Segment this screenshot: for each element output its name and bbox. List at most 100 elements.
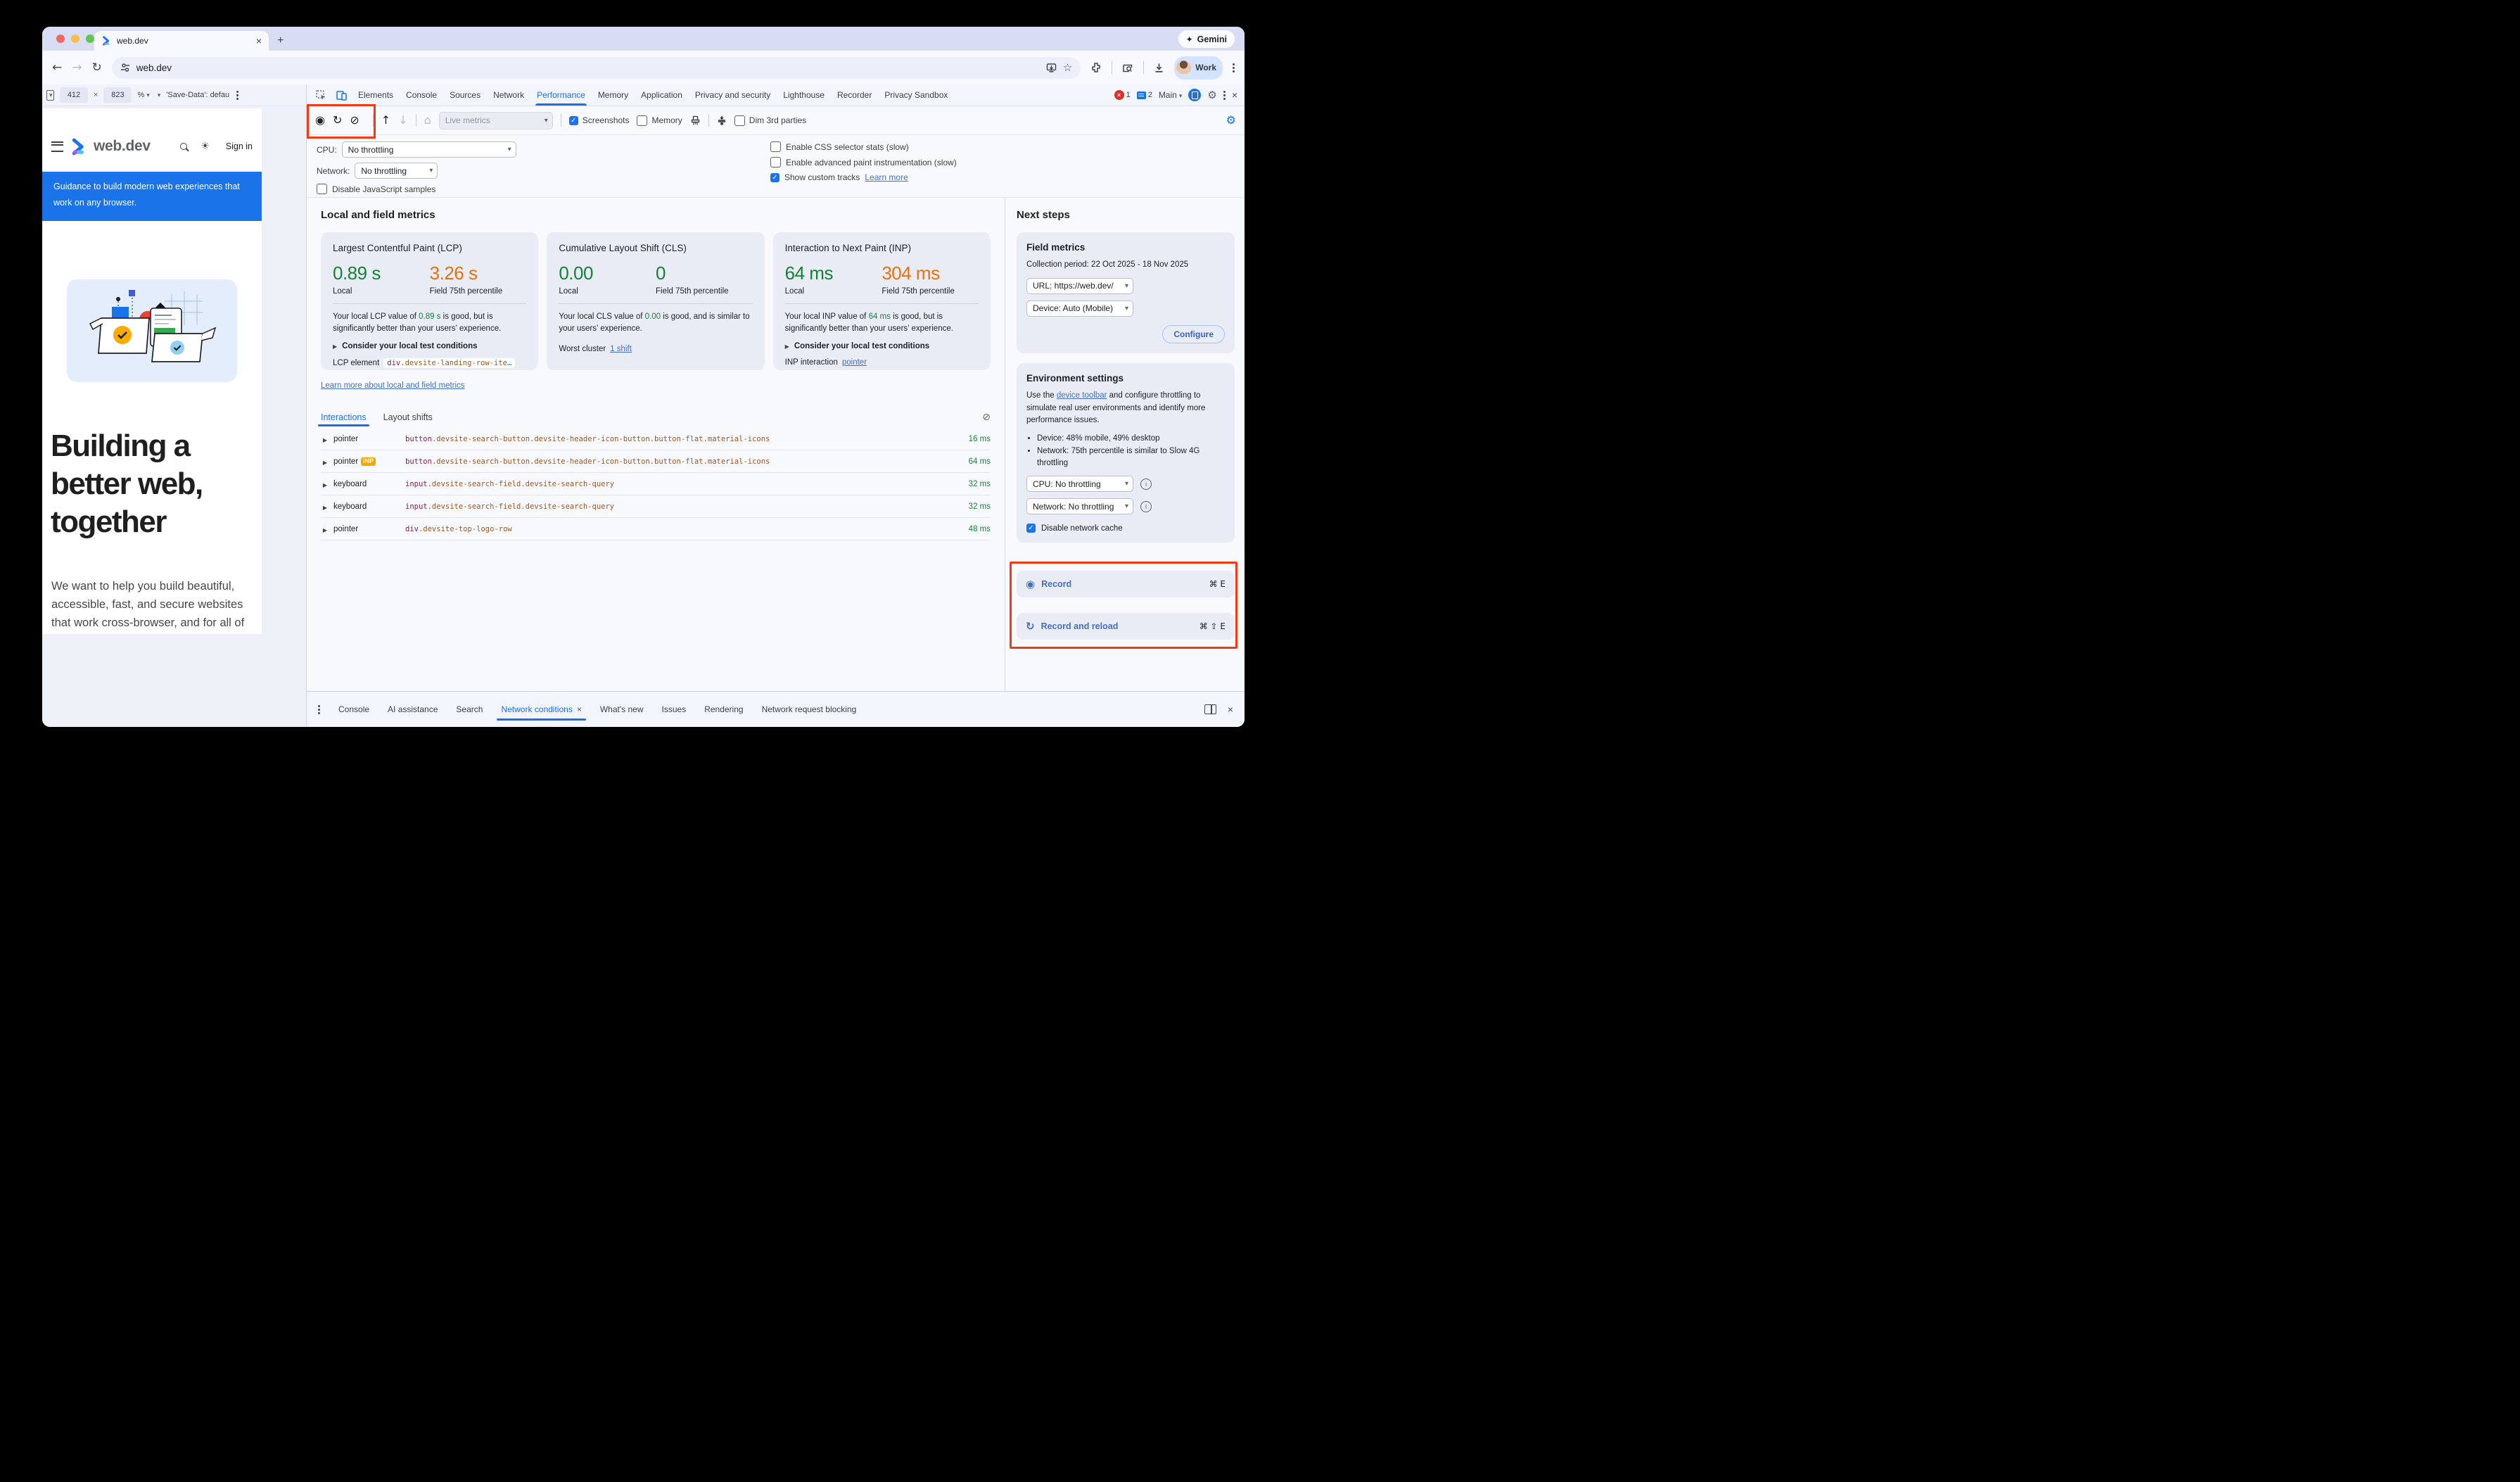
drawer-tab-close-icon[interactable] <box>577 704 582 714</box>
network-throttling-select[interactable]: No throttling <box>355 163 438 179</box>
extensions-puzzle-icon[interactable] <box>1090 62 1102 73</box>
devtools-tab-privacy[interactable]: Privacy and security <box>694 90 771 100</box>
env-network-select[interactable]: Network: No throttling <box>1026 498 1133 514</box>
drawer-tab-console[interactable]: Console <box>338 704 370 714</box>
install-icon[interactable] <box>1046 63 1057 73</box>
issues-badge[interactable]: 2 <box>1136 91 1152 99</box>
sign-in-link[interactable]: Sign in <box>225 141 253 151</box>
forward-button[interactable] <box>72 62 82 74</box>
css-selector-stats-checkbox[interactable]: Enable CSS selector stats (slow) <box>770 141 957 152</box>
site-search-icon[interactable] <box>180 143 188 150</box>
dim-3rd-parties-checkbox[interactable]: Dim 3rd parties <box>734 115 806 126</box>
browser-tab[interactable]: web.dev <box>94 31 269 51</box>
row-caret-icon[interactable] <box>321 455 329 468</box>
downloads-icon[interactable] <box>1154 63 1164 73</box>
devtools-close-icon[interactable] <box>1232 89 1237 101</box>
profile-chip[interactable]: Work <box>1174 56 1223 80</box>
worst-cluster-link[interactable]: 1 shift <box>610 344 632 353</box>
hamburger-menu-icon[interactable] <box>51 141 63 152</box>
device-type-select[interactable] <box>46 89 54 101</box>
screenshots-checkbox[interactable]: Screenshots <box>568 115 629 125</box>
drawer-tab-network-conditions[interactable]: Network conditions <box>497 698 587 721</box>
devtools-tab-elements[interactable]: Elements <box>358 90 394 100</box>
interaction-row[interactable]: keyboard input.devsite-search-field.devs… <box>321 473 991 495</box>
advanced-paint-checkbox[interactable]: Enable advanced paint instrumentation (s… <box>770 157 957 167</box>
cpu-throttling-select[interactable]: No throttling <box>341 141 516 158</box>
row-caret-icon[interactable] <box>321 523 329 536</box>
download-profile-icon[interactable] <box>398 115 407 126</box>
theme-toggle-icon[interactable] <box>201 140 210 153</box>
interaction-row[interactable]: keyboard input.devsite-search-field.devs… <box>321 495 991 518</box>
address-bar[interactable]: web.dev <box>111 56 1081 79</box>
record-reload-icon[interactable] <box>333 115 342 126</box>
drawer-menu-icon[interactable] <box>318 708 320 711</box>
row-caret-icon[interactable] <box>321 478 329 490</box>
tab-layout-shifts[interactable]: Layout shifts <box>383 412 433 422</box>
field-device-select[interactable]: Device: Auto (Mobile) <box>1026 300 1133 317</box>
throttle-select[interactable] <box>155 91 161 99</box>
device-sync-icon[interactable] <box>1188 89 1202 101</box>
clear-icon[interactable] <box>350 115 359 126</box>
lcp-element-chip[interactable]: div.devsite-landing-row-ite… <box>383 357 516 368</box>
upload-profile-icon[interactable] <box>381 115 390 126</box>
disable-js-samples-checkbox[interactable]: Disable JavaScript samples <box>317 184 770 194</box>
inp-test-conditions-expander[interactable]: Consider your local test conditions <box>785 342 979 350</box>
row-caret-icon[interactable] <box>321 433 329 445</box>
disable-network-cache-checkbox[interactable]: Disable network cache <box>1026 524 1225 533</box>
devtools-tab-network[interactable]: Network <box>493 90 525 100</box>
browser-menu-icon[interactable] <box>1233 66 1235 69</box>
info-icon[interactable] <box>1140 500 1152 512</box>
devtools-menu-icon[interactable] <box>1223 94 1226 96</box>
metrics-learn-more-link[interactable]: Learn more about local and field metrics <box>321 381 465 390</box>
info-icon[interactable] <box>1140 478 1152 490</box>
drawer-tab-whats-new[interactable]: What's new <box>599 704 644 714</box>
clear-log-icon[interactable] <box>982 412 991 422</box>
devtools-tab-memory[interactable]: Memory <box>597 90 629 100</box>
drawer-tab-rendering[interactable]: Rendering <box>704 704 744 714</box>
tab-close-icon[interactable] <box>256 36 262 46</box>
drawer-tab-issues[interactable]: Issues <box>661 704 687 714</box>
inspect-element-icon[interactable] <box>311 84 331 106</box>
lcp-test-conditions-expander[interactable]: Consider your local test conditions <box>333 342 526 350</box>
record-button[interactable]: Record ⌘ E <box>1017 571 1235 597</box>
minimize-window-button[interactable] <box>71 34 79 43</box>
viewport-height-input[interactable] <box>103 87 132 103</box>
inp-interaction-link[interactable]: pointer <box>841 357 867 367</box>
split-panel-icon[interactable] <box>1204 704 1216 714</box>
device-toolbar-link[interactable]: device toolbar <box>1056 391 1107 400</box>
close-window-button[interactable] <box>56 34 65 43</box>
field-url-select[interactable]: URL: https://web.dev/ <box>1026 277 1133 294</box>
webdev-logo-icon[interactable] <box>70 138 87 156</box>
tab-interactions[interactable]: Interactions <box>318 408 369 426</box>
site-logo-text[interactable]: web.dev <box>94 138 151 154</box>
interaction-row[interactable]: pointer div.devsite-top-logo-row 48 ms <box>321 518 991 540</box>
record-and-reload-button[interactable]: Record and reload ⌘ ⇧ E <box>1017 613 1235 640</box>
error-badge[interactable]: 1 <box>1114 90 1131 100</box>
tune-icon[interactable] <box>120 63 130 72</box>
devtools-tab-recorder[interactable]: Recorder <box>836 90 872 100</box>
viewport-width-input[interactable] <box>60 87 88 103</box>
devtools-tab-console[interactable]: Console <box>406 90 438 100</box>
bookmark-star-icon[interactable] <box>1063 61 1072 75</box>
device-toolbar-toggle-icon[interactable] <box>331 84 352 106</box>
env-cpu-select[interactable]: CPU: No throttling <box>1026 476 1133 492</box>
search-tabs-icon[interactable] <box>1122 63 1133 73</box>
live-metrics-select[interactable]: Live metrics <box>438 111 553 129</box>
maximize-window-button[interactable] <box>86 34 94 43</box>
devtools-settings-gear-icon[interactable] <box>1207 89 1216 102</box>
devtools-tab-performance[interactable]: Performance <box>530 84 592 106</box>
devtools-tab-lighthouse[interactable]: Lighthouse <box>783 90 825 100</box>
new-tab-button[interactable]: + <box>277 34 284 46</box>
drawer-tab-search[interactable]: Search <box>456 704 483 714</box>
custom-tracks-checkbox[interactable]: Show custom tracks Learn more <box>770 172 957 182</box>
configure-button[interactable]: Configure <box>1162 324 1225 343</box>
zoom-select[interactable]: % <box>137 91 149 99</box>
collapse-tracks-icon[interactable] <box>717 115 727 126</box>
capture-settings-gear-icon[interactable] <box>1226 113 1236 127</box>
home-icon[interactable] <box>424 115 431 126</box>
device-toolbar-menu-icon[interactable] <box>236 94 239 96</box>
interaction-row[interactable]: pointer button.devsite-search-button.dev… <box>321 428 991 450</box>
gemini-button[interactable]: Gemini <box>1178 30 1235 48</box>
collect-garbage-icon[interactable] <box>690 115 701 126</box>
